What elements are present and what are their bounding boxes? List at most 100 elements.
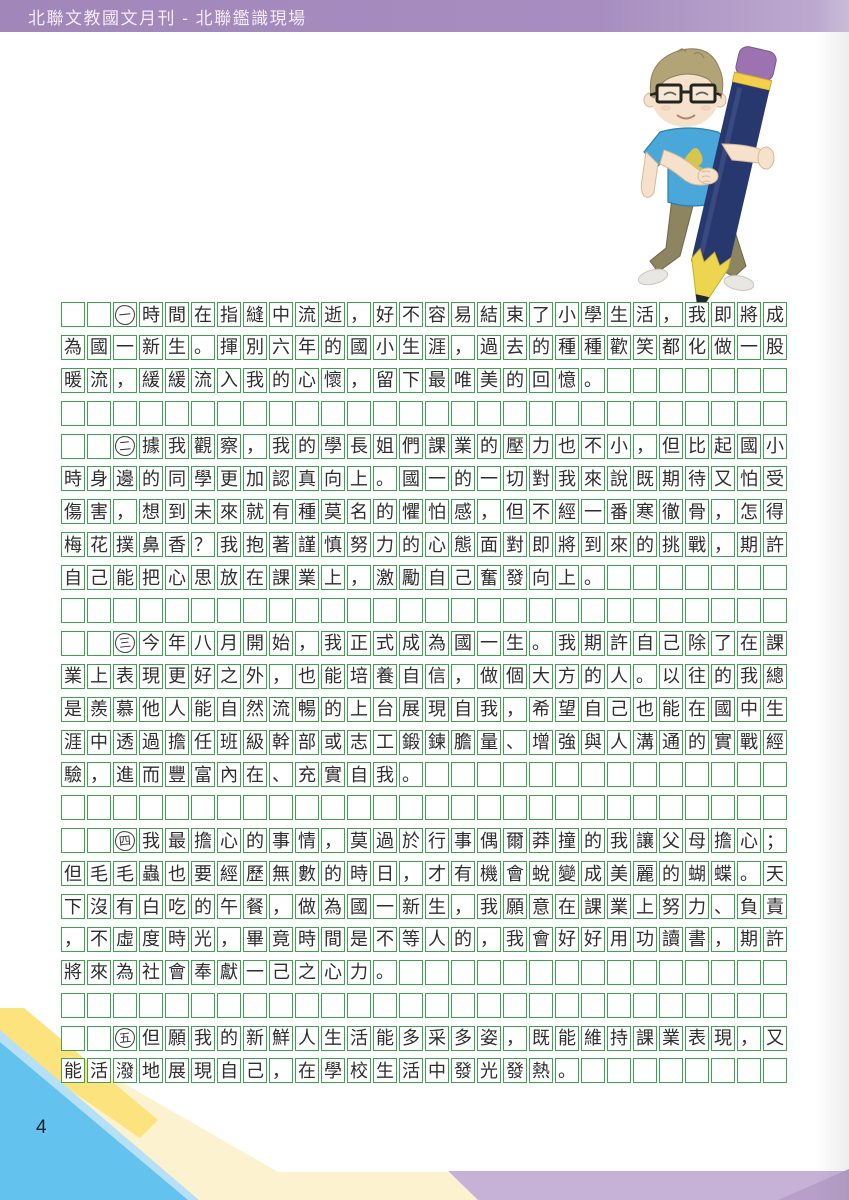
character-cell: 小	[373, 334, 397, 360]
character-cell: 己	[269, 959, 293, 985]
paragraph-number-circle: 三	[114, 632, 136, 655]
character-cell: 美	[607, 861, 631, 887]
character-cell: 事	[451, 828, 475, 854]
character-cell	[139, 992, 163, 1018]
character-cell: 幹	[269, 729, 293, 755]
character-cell	[191, 992, 215, 1018]
character-cell: 我	[607, 828, 631, 854]
paragraph-number-circle: 五	[114, 1027, 136, 1050]
character-cell	[737, 400, 761, 426]
character-cell: 最	[425, 367, 449, 393]
character-cell: 流	[87, 367, 111, 393]
character-cell: 鼻	[139, 532, 163, 558]
character-cell: 采	[425, 1025, 449, 1051]
character-cell: 的	[399, 532, 423, 558]
character-cell: ，	[269, 663, 293, 689]
character-cell: 的	[633, 532, 657, 558]
character-cell: 一	[737, 334, 761, 360]
character-cell: 維	[581, 1025, 605, 1051]
character-cell: 業	[607, 894, 631, 920]
character-cell	[87, 1025, 111, 1051]
character-cell: ，	[269, 1058, 293, 1084]
character-cell: 在	[737, 630, 761, 656]
character-cell	[607, 959, 631, 985]
character-cell: 傷	[61, 499, 85, 525]
character-cell: ，	[451, 334, 475, 360]
character-cell: 年	[165, 630, 189, 656]
character-cell: 社	[139, 959, 163, 985]
paragraph-marker-cell: 一	[113, 302, 137, 327]
character-cell: 天	[763, 861, 787, 887]
character-cell: 懷	[321, 367, 345, 393]
character-cell: 。	[633, 663, 657, 689]
character-cell	[87, 992, 111, 1018]
character-cell: 偶	[477, 828, 501, 854]
character-cell: 挑	[659, 532, 683, 558]
character-cell	[711, 959, 735, 985]
character-cell	[477, 795, 501, 821]
character-cell	[763, 400, 787, 426]
character-cell: 做	[295, 894, 319, 920]
manuscript-row: 時身邊的同學更加認真向上。國一的一切對我來說既期待又怕受	[61, 466, 791, 492]
character-cell	[503, 795, 527, 821]
character-cell	[737, 795, 761, 821]
character-cell: 上	[633, 894, 657, 920]
character-cell: 但	[503, 499, 527, 525]
character-cell: 上	[321, 565, 345, 591]
character-cell	[633, 762, 657, 788]
character-cell: 是	[347, 926, 371, 952]
character-cell	[295, 795, 319, 821]
character-cell: 對	[503, 532, 527, 558]
character-cell	[503, 762, 527, 788]
character-cell	[113, 400, 137, 426]
character-cell	[711, 795, 735, 821]
character-cell: 經	[763, 729, 787, 755]
character-cell: 持	[607, 1025, 631, 1051]
character-cell: 學	[321, 1058, 345, 1084]
character-cell	[685, 992, 709, 1018]
character-cell: 或	[321, 729, 345, 755]
character-cell: 來	[581, 466, 605, 492]
character-cell: 暖	[61, 367, 85, 393]
character-cell: 的	[529, 334, 553, 360]
character-cell: 待	[685, 466, 709, 492]
character-cell	[321, 400, 345, 426]
character-cell	[503, 400, 527, 426]
character-cell: 人	[425, 926, 449, 952]
character-cell: 戰	[685, 532, 709, 558]
character-cell: 更	[217, 466, 241, 492]
purple-band-shape	[448, 1171, 849, 1200]
character-cell	[737, 1058, 761, 1084]
character-cell	[659, 762, 683, 788]
character-cell: 有	[451, 861, 475, 887]
character-cell: 的	[451, 466, 475, 492]
character-cell	[659, 992, 683, 1018]
manuscript-row: 能活潑地展現自己，在學校生活中發光發熱。	[61, 1058, 791, 1084]
character-cell	[61, 1025, 85, 1051]
character-cell: 業	[61, 663, 85, 689]
boy-with-pencil-illustration	[637, 46, 777, 302]
character-cell: 毛	[113, 861, 137, 887]
character-cell: 抱	[243, 532, 267, 558]
character-cell: 級	[243, 729, 267, 755]
character-cell: 的	[581, 828, 605, 854]
character-cell: 功	[633, 926, 657, 952]
character-cell: 想	[139, 499, 163, 525]
character-cell: 力	[347, 959, 371, 985]
character-cell	[139, 598, 163, 624]
character-cell: 股	[763, 334, 787, 360]
character-cell: 課	[633, 1025, 657, 1051]
character-cell: 認	[269, 466, 293, 492]
character-cell: 加	[243, 466, 267, 492]
character-cell	[61, 598, 85, 624]
manuscript-row	[61, 795, 791, 821]
character-cell: 好	[373, 302, 397, 327]
character-cell: 一	[477, 630, 501, 656]
character-cell: 涯	[425, 334, 449, 360]
character-cell	[763, 1058, 787, 1084]
character-cell: 緩	[165, 367, 189, 393]
character-cell: 校	[347, 1058, 371, 1084]
character-cell: 蛻	[529, 861, 553, 887]
character-cell	[685, 959, 709, 985]
character-cell: 除	[685, 630, 709, 656]
